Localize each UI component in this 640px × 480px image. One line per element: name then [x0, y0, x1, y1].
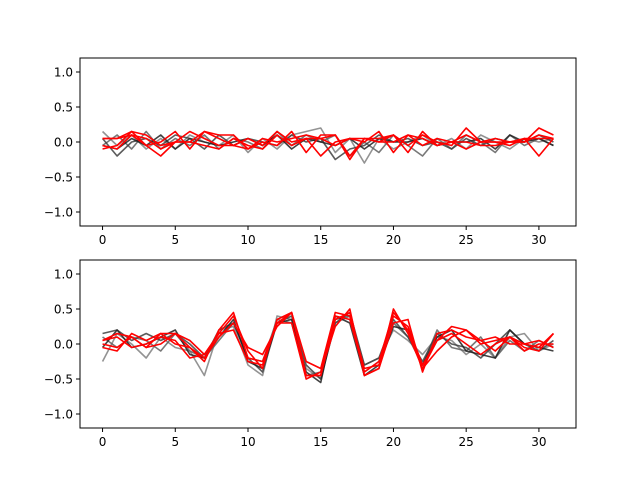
- y-tick-label-bottom-1: −0.5: [44, 373, 73, 387]
- series-line-top-7: [102, 130, 554, 157]
- x-tick-label-top-0: 0: [99, 233, 107, 247]
- y-tick-label-bottom-3: 0.5: [54, 303, 73, 317]
- y-tick-label-bottom-2: 0.0: [54, 338, 73, 352]
- y-tick-label-top-1: −0.5: [44, 171, 73, 185]
- x-tick-label-bottom-4: 20: [386, 435, 401, 449]
- x-tick-label-top-2: 10: [240, 233, 255, 247]
- x-tick-label-top-1: 5: [171, 233, 179, 247]
- x-tick-label-bottom-2: 10: [240, 435, 255, 449]
- x-tick-label-top-6: 30: [531, 233, 546, 247]
- series-line-top-5: [102, 130, 554, 161]
- x-tick-label-top-4: 20: [386, 233, 401, 247]
- x-tick-label-bottom-0: 0: [99, 435, 107, 449]
- x-tick-label-top-5: 25: [459, 233, 474, 247]
- y-tick-label-top-4: 1.0: [54, 66, 73, 80]
- chart-bottom: 0 5 10 15 20 25 30 −1.0 −0.5 0.0 0.5 1.0: [44, 259, 577, 449]
- y-tick-label-bottom-0: −1.0: [44, 408, 73, 422]
- x-tick-label-bottom-5: 25: [459, 435, 474, 449]
- series-line-bottom-7: [102, 311, 554, 370]
- x-tick-label-bottom-3: 15: [313, 435, 328, 449]
- y-tick-label-bottom-4: 1.0: [54, 268, 73, 282]
- series-line-bottom-5: [102, 308, 555, 380]
- series-line-top-4: [102, 127, 554, 157]
- x-tick-label-bottom-1: 5: [171, 435, 179, 449]
- y-tick-label-top-0: −1.0: [44, 206, 73, 220]
- x-tick-label-bottom-6: 30: [531, 435, 546, 449]
- y-tick-label-top-2: 0.0: [54, 136, 73, 150]
- y-tick-label-top-3: 0.5: [54, 101, 73, 115]
- x-tick-label-top-3: 15: [313, 233, 328, 247]
- chart-top: 0 5 10 15 20 25 30 −1.0 −0.5 0.0 0.5 1.0: [44, 57, 577, 247]
